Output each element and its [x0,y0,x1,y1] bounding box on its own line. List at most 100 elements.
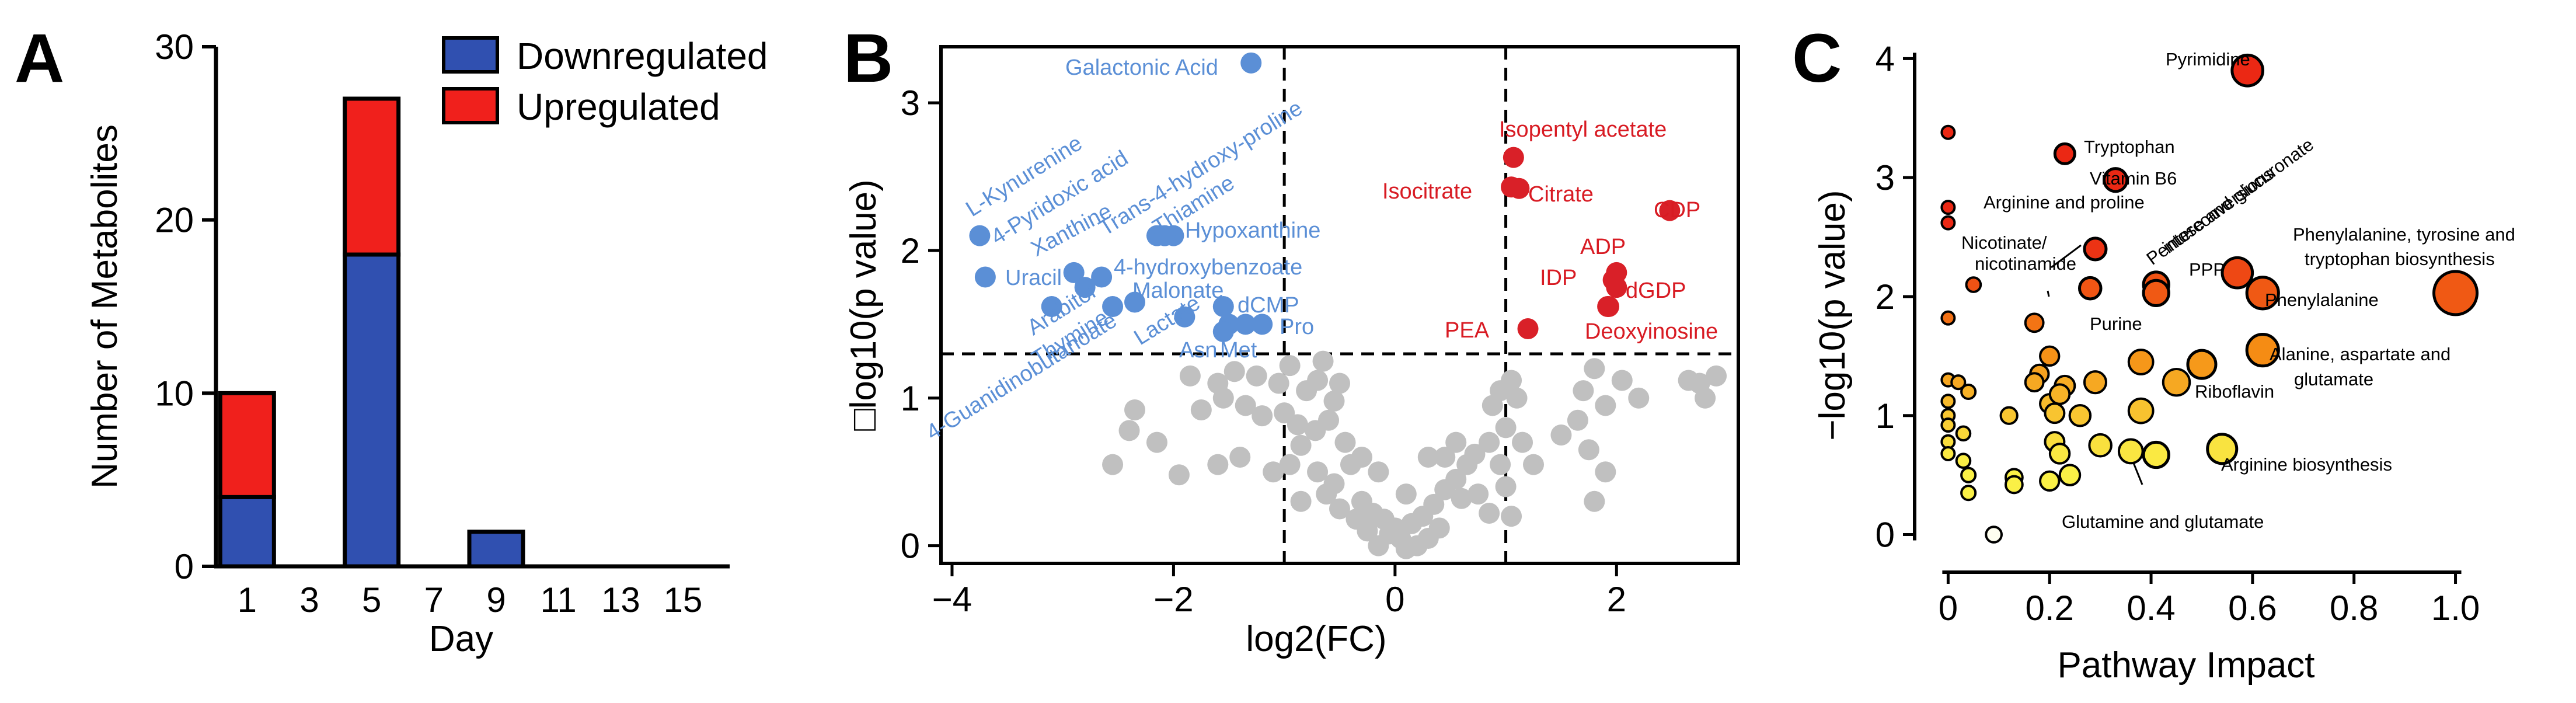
point-not-significant [1611,370,1633,391]
pathway-point [1960,383,1977,401]
pathway-label: Phenylalanine, tyrosine and [2293,224,2515,245]
panel-c-letter: C [1792,20,1842,97]
point-label: Asn [1179,338,1217,363]
pathway-label: nicotinamide [1975,253,2076,274]
point-not-significant [1118,420,1140,441]
pathway-point [2024,372,2045,393]
pathway-label: Phenylalanine [2265,290,2379,310]
point-not-significant [1584,358,1605,380]
pathway-point [2117,438,2144,465]
point-label: dGDP [1626,279,1686,303]
point-not-significant [1706,365,1727,387]
y-tick-label: 1 [1876,396,1895,436]
point-not-significant [1124,399,1146,421]
point-label: IDP [1540,266,1577,290]
point-not-significant [1628,387,1650,409]
point-not-significant [1464,443,1486,465]
pathway-label: glutamate [2294,369,2373,389]
y-tick-label: 2 [1876,277,1895,316]
point-label: Isocitrate [1382,179,1472,204]
pathway-point [1940,215,1956,231]
x-tick-label: 9 [486,580,506,620]
point-not-significant [1573,380,1594,402]
x-tick-label: 15 [664,580,703,620]
x-tick-label: 0 [1385,580,1404,619]
pathway-point-labeled [2186,349,2218,380]
y-tick-label: 30 [155,27,194,67]
point-upregulated [1517,318,1539,339]
point-not-significant [1479,431,1500,453]
pathway-point-labeled [2077,276,2103,301]
pathway-point-labeled [2245,276,2280,311]
x-tick-label: 0 [1939,589,1958,628]
pathway-label: PPP [2189,259,2225,280]
pathway-point [1960,485,1977,502]
point-not-significant [1287,414,1308,436]
point-downregulated [1091,266,1113,288]
point-downregulated [1212,296,1234,318]
pathway-point [2039,345,2061,367]
x-tick-label: 7 [424,580,444,620]
point-not-significant [1584,490,1605,512]
pathway-point [2088,433,2113,458]
y-tick-label: 0 [901,527,920,566]
pathway-label: Riboflavin [2195,381,2274,402]
panel-b-letter: B [843,20,893,97]
x-tick-label: −2 [1153,580,1193,619]
point-not-significant [1523,454,1545,475]
legend-swatch-upregulated [442,87,499,124]
y-tick-label: 3 [1876,158,1895,197]
y-tick-label: 20 [155,201,194,240]
pathway-point-labeled [2221,256,2254,290]
pathway-label: Glutamine and glutamate [2062,511,2264,532]
point-not-significant [1490,454,1511,475]
legend-label-upregulated: Upregulated [517,86,720,128]
bar-upregulated [343,96,401,257]
point-not-significant [1246,365,1267,387]
pathway-point [2044,402,2066,424]
point-downregulated [1212,321,1234,343]
point-not-significant [1290,434,1312,456]
pathway-point-labeled [2206,433,2239,465]
pathway-point [1950,374,1967,391]
point-not-significant [1279,355,1301,377]
pathway-label: Arginine biosynthesis [2221,454,2392,475]
point-label: Citrate [1528,182,1594,207]
point-label: Deoxyinosine [1585,319,1718,344]
point-label: CDP [1654,198,1700,222]
pathway-point-labeled [2083,236,2108,262]
point-not-significant [1550,424,1572,446]
point-downregulated [1154,225,1176,246]
point-not-significant [1512,431,1533,453]
x-axis-label: log2(FC) [1246,619,1386,659]
pathway-point [1960,467,1977,483]
pathway-label: Alanine, aspartate and [2270,344,2450,364]
x-tick-label: 11 [541,580,577,620]
point-label: Uracil [1005,266,1062,290]
point-not-significant [1102,454,1124,475]
pathway-point-labeled [2245,333,2280,368]
leader-line [2047,290,2050,297]
point-not-significant [1329,373,1350,394]
pathway-point [2004,475,2024,495]
point-not-significant [1482,395,1503,416]
point-not-significant [1467,483,1489,505]
point-downregulated [1240,52,1262,74]
bar-upregulated [218,391,276,499]
plot-frame [939,45,1740,565]
point-not-significant [1368,461,1389,483]
point-label: PEA [1445,318,1490,343]
leader-line [2132,462,2143,485]
pathway-point [2083,370,2107,395]
pathway-point [2048,383,2071,405]
pathway-point [2127,349,2155,375]
point-not-significant [1578,439,1599,461]
point-not-significant [1146,431,1167,453]
point-not-significant [1395,538,1417,559]
point-not-significant [1279,454,1301,475]
point-not-significant [1268,373,1289,394]
point-upregulated [1659,200,1681,221]
